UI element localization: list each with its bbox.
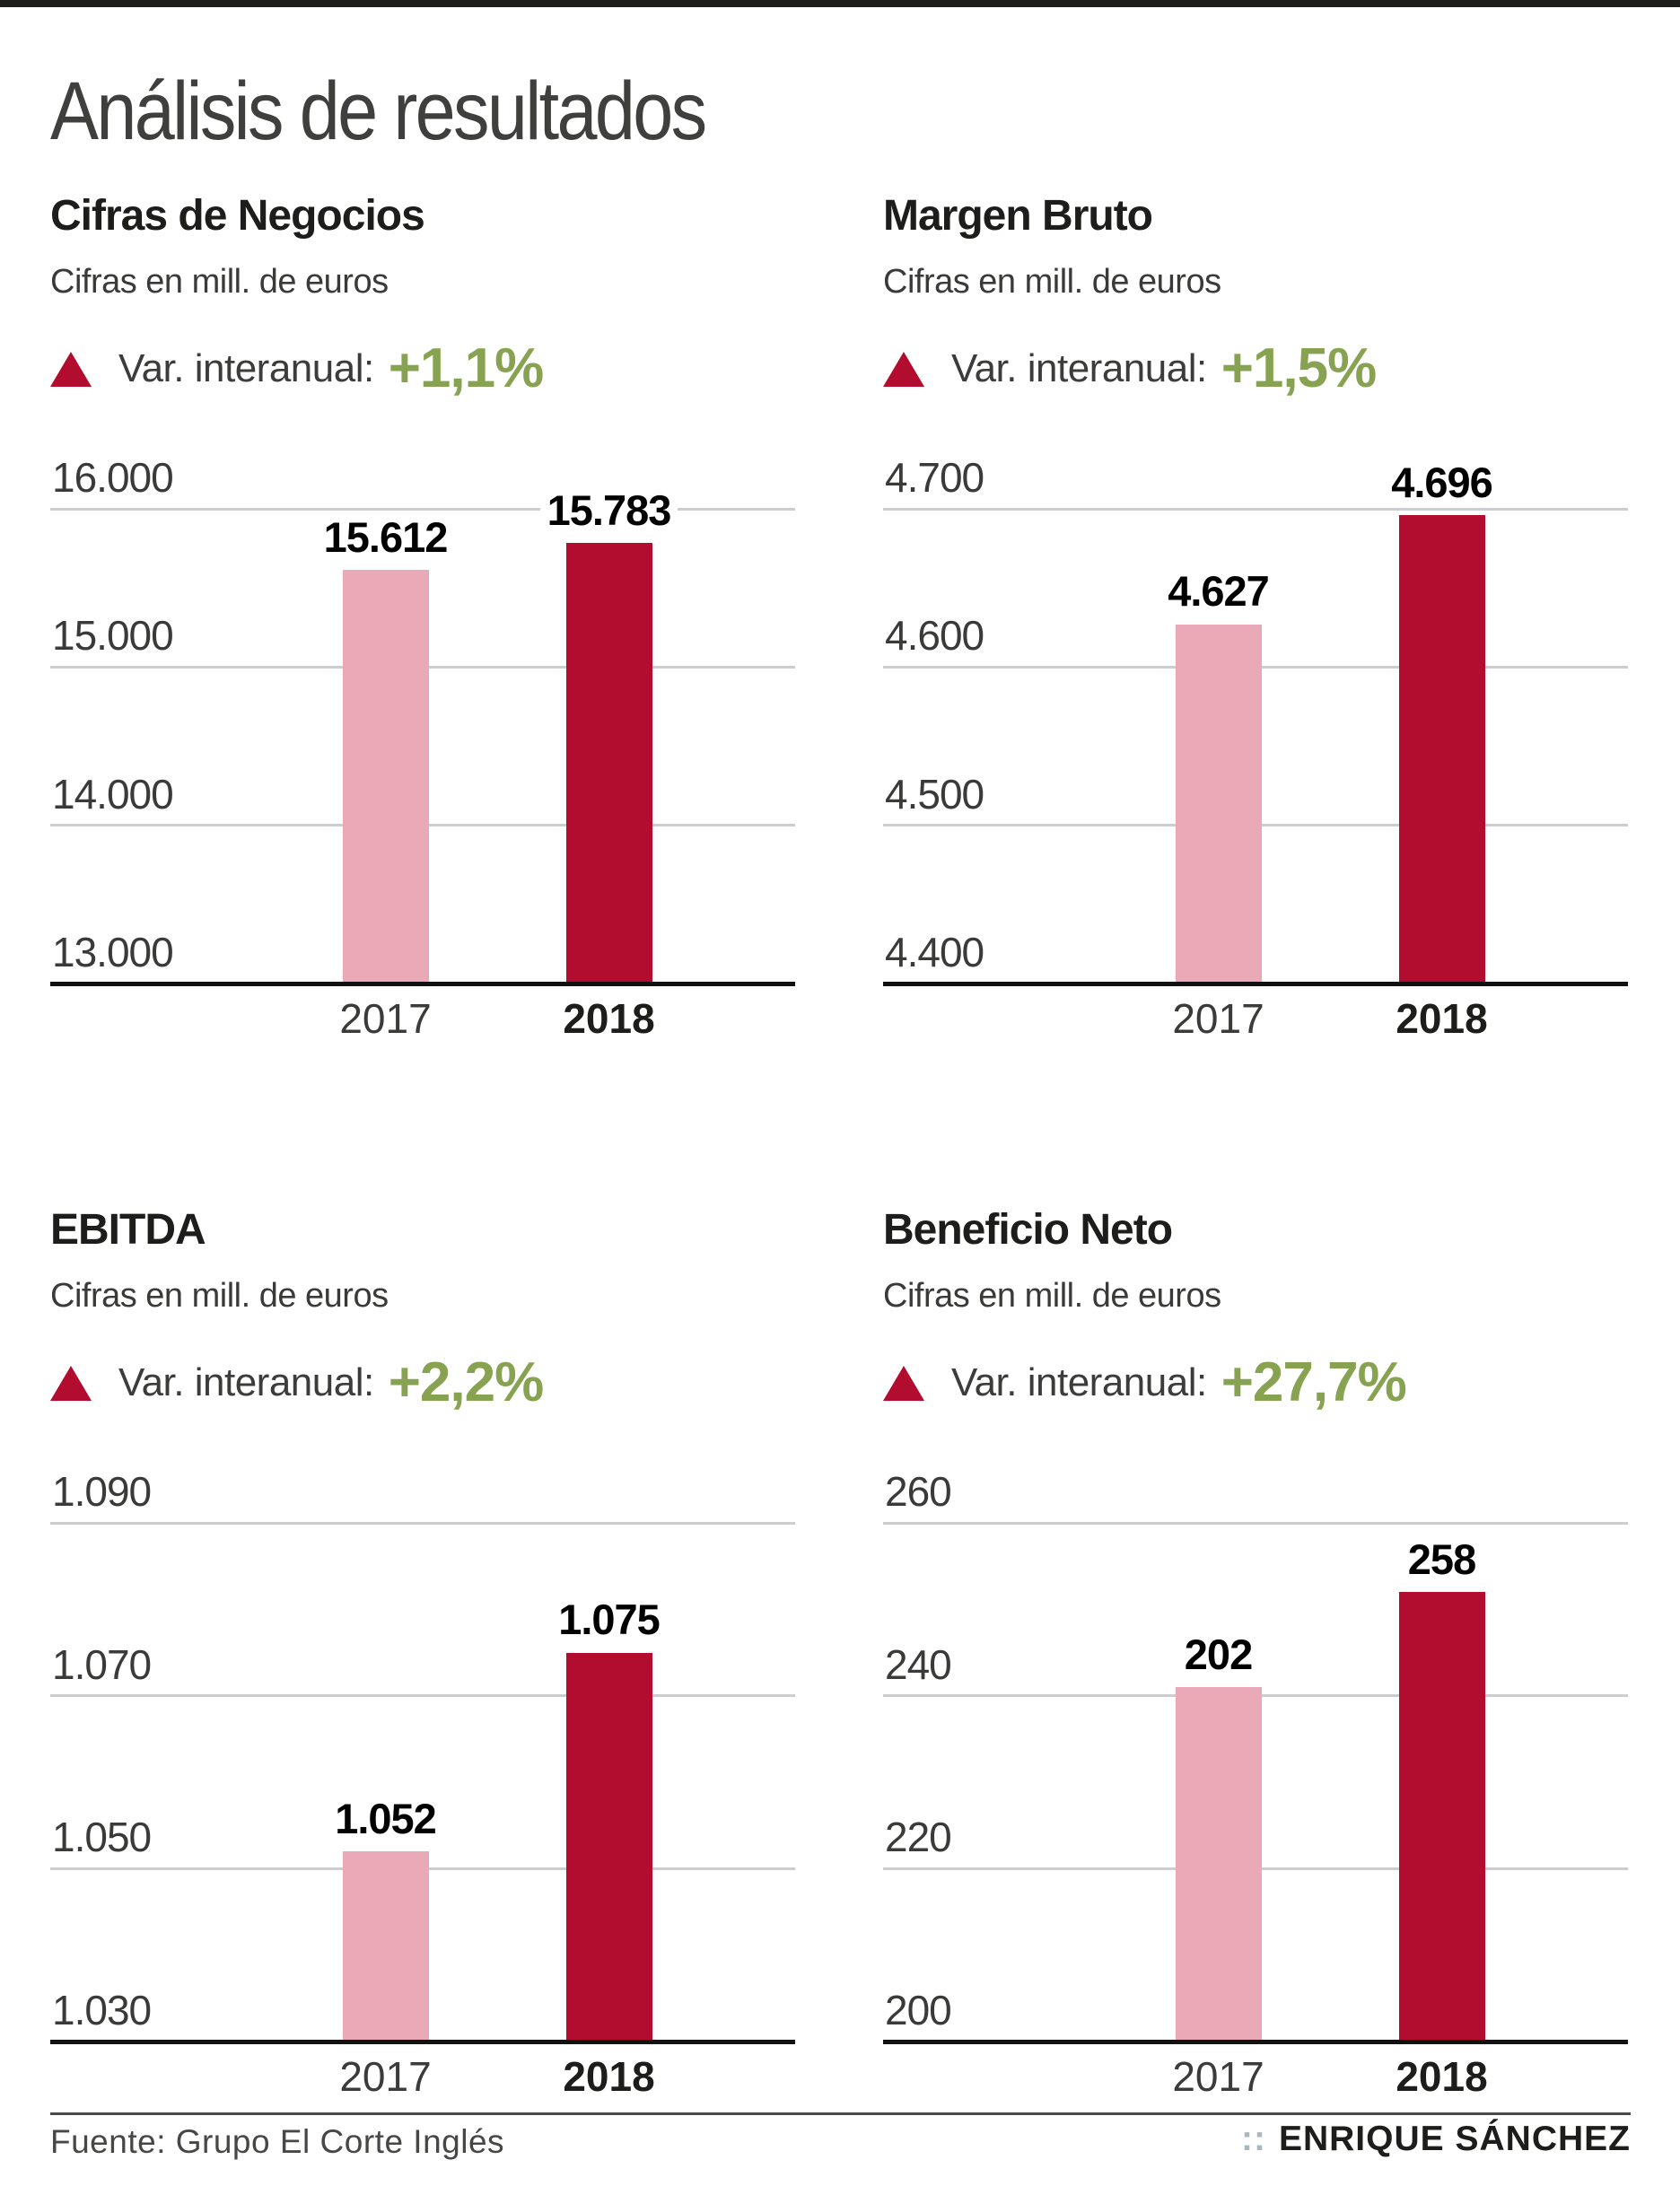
credit-marks-icon: :: xyxy=(1240,2120,1266,2158)
yoy-value: +27,7% xyxy=(1221,1351,1407,1413)
chart-panel-ebitda: EBITDA Cifras en mill. de euros Var. int… xyxy=(50,1206,795,2149)
up-triangle-icon xyxy=(883,351,924,387)
footer-rule xyxy=(50,2112,1631,2115)
bar-value-label: 1.052 xyxy=(328,1796,443,1841)
y-tick-label: 240 xyxy=(885,1643,960,1685)
page-title: Análisis de resultados xyxy=(50,70,794,153)
bar-plot: 4.700 4.600 4.500 4.400 4.627 2017 4.696 2018 xyxy=(883,457,1628,1039)
x-category-label: 2017 xyxy=(339,2053,432,2100)
bar-2017 xyxy=(342,570,429,984)
bar-plot: 260 240 220 200 202 2017 258 2018 xyxy=(883,1471,1628,2097)
gridline xyxy=(50,1521,795,1525)
up-triangle-icon xyxy=(883,1365,924,1401)
chart-panel-margen-bruto: Margen Bruto Cifras en mill. de euros Va… xyxy=(883,192,1628,1135)
y-tick-label: 4.500 xyxy=(885,773,993,815)
yoy-label: Var. interanual: xyxy=(951,346,1207,390)
y-tick-label: 14.000 xyxy=(52,773,182,815)
page-title-text: Análisis de resultados xyxy=(50,65,707,157)
up-triangle-icon xyxy=(50,1365,92,1401)
yoy-label: Var. interanual: xyxy=(118,1360,374,1404)
bar-value-label: 4.696 xyxy=(1384,459,1500,504)
bar-value-label: 15.783 xyxy=(539,488,678,532)
chart-panel-cifras-de-negocios: Cifras de Negocios Cifras en mill. de eu… xyxy=(50,192,795,1135)
y-tick-label: 1.070 xyxy=(52,1643,161,1685)
bar-value-label: 1.075 xyxy=(551,1597,667,1642)
chart-title: Beneficio Neto xyxy=(883,1206,1173,1254)
chart-title: Cifras de Negocios xyxy=(50,192,425,240)
author-name: ENRIQUE SÁNCHEZ xyxy=(1278,2120,1631,2158)
bar-value-label: 202 xyxy=(1177,1631,1260,1676)
gridline xyxy=(883,507,1628,511)
bar-plot: 16.000 15.000 14.000 13.000 15.612 2017 15.783… xyxy=(50,457,795,1039)
yoy-value: +2,2% xyxy=(388,1351,545,1413)
y-tick-label: 15.000 xyxy=(52,615,182,657)
author-credit: :: ENRIQUE SÁNCHEZ xyxy=(1241,2120,1631,2159)
bar-2018 xyxy=(1398,1592,1485,2042)
chart-subtitle: Cifras en mill. de euros xyxy=(50,263,389,301)
gridline xyxy=(50,1694,795,1698)
x-category-label: 2017 xyxy=(339,995,432,1042)
bar-2018 xyxy=(1398,515,1485,984)
bar-value-label: 15.612 xyxy=(316,515,455,559)
x-axis xyxy=(883,2040,1628,2044)
chart-subtitle: Cifras en mill. de euros xyxy=(883,263,1221,301)
up-triangle-icon xyxy=(50,351,92,387)
yoy-annotation: Var. interanual: +2,2% xyxy=(50,1349,545,1417)
yoy-value: +1,1% xyxy=(388,337,545,399)
x-category-label: 2017 xyxy=(1172,2053,1264,2100)
bar-2017 xyxy=(342,1851,429,2042)
x-category-label: 2018 xyxy=(1396,2053,1488,2100)
yoy-annotation: Var. interanual: +1,5% xyxy=(883,335,1378,403)
x-category-label: 2018 xyxy=(563,2053,655,2100)
bar-2018 xyxy=(565,543,652,984)
y-tick-label: 200 xyxy=(885,1989,960,2031)
top-rule xyxy=(0,0,1680,7)
y-tick-label: 1.050 xyxy=(52,1816,161,1858)
bar-2017 xyxy=(1175,624,1262,984)
chart-title: EBITDA xyxy=(50,1206,206,1254)
chart-subtitle: Cifras en mill. de euros xyxy=(50,1277,389,1315)
y-tick-label: 16.000 xyxy=(52,457,182,498)
x-category-label: 2017 xyxy=(1172,995,1264,1042)
bar-value-label: 258 xyxy=(1400,1536,1483,1581)
y-tick-label: 1.030 xyxy=(52,1989,161,2031)
yoy-value: +1,5% xyxy=(1221,337,1378,399)
y-tick-label: 260 xyxy=(885,1471,960,1512)
x-axis xyxy=(50,982,795,986)
x-axis xyxy=(50,2040,795,2044)
gridline xyxy=(50,507,795,511)
chart-subtitle: Cifras en mill. de euros xyxy=(883,1277,1221,1315)
bar-value-label: 4.627 xyxy=(1160,569,1276,614)
yoy-annotation: Var. interanual: +27,7% xyxy=(883,1349,1407,1417)
y-tick-label: 13.000 xyxy=(52,931,182,973)
x-category-label: 2018 xyxy=(563,995,655,1042)
gridline xyxy=(883,1521,1628,1525)
y-tick-label: 4.700 xyxy=(885,457,993,498)
y-tick-label: 220 xyxy=(885,1816,960,1858)
bar-plot: 1.090 1.070 1.050 1.030 1.052 2017 1.075 2018 xyxy=(50,1471,795,2097)
y-tick-label: 4.400 xyxy=(885,931,993,973)
chart-title: Margen Bruto xyxy=(883,192,1153,240)
chart-panel-beneficio-neto: Beneficio Neto Cifras en mill. de euros … xyxy=(883,1206,1628,2149)
x-category-label: 2018 xyxy=(1396,995,1488,1042)
bar-2017 xyxy=(1175,1687,1262,2042)
bar-2018 xyxy=(565,1652,652,2042)
x-axis xyxy=(883,982,1628,986)
y-tick-label: 1.090 xyxy=(52,1471,161,1512)
yoy-label: Var. interanual: xyxy=(951,1360,1207,1404)
yoy-label: Var. interanual: xyxy=(118,346,374,390)
yoy-annotation: Var. interanual: +1,1% xyxy=(50,335,545,403)
y-tick-label: 4.600 xyxy=(885,615,993,657)
source-note: Fuente: Grupo El Corte Inglés xyxy=(50,2123,505,2160)
